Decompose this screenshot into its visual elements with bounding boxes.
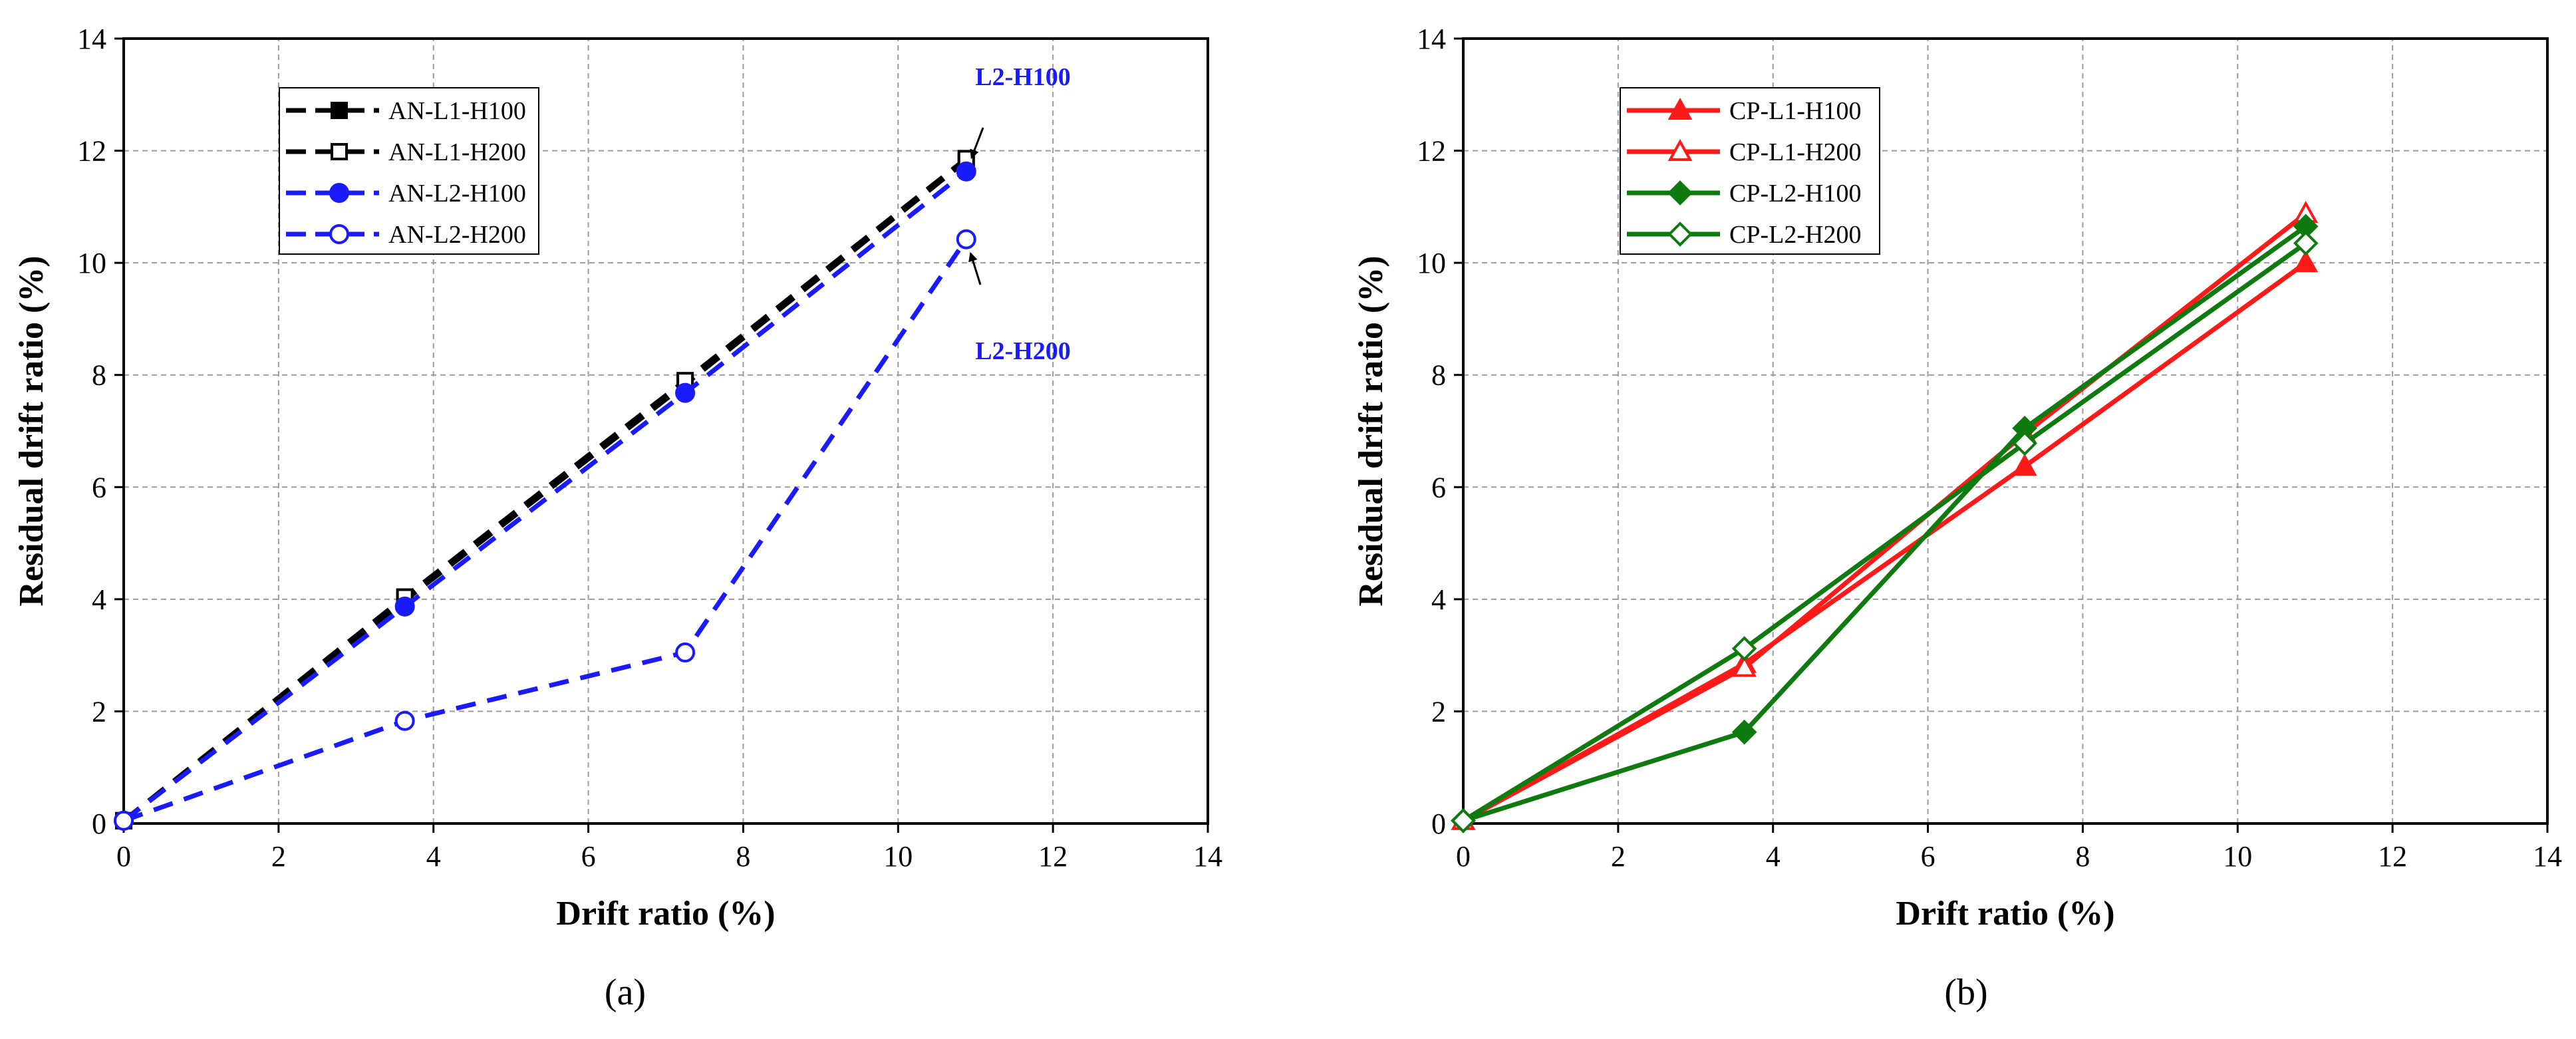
data-point	[2012, 430, 2037, 456]
legend-marker	[1667, 180, 1693, 206]
data-point	[956, 161, 976, 182]
y-tick-label: 14	[1417, 23, 1446, 55]
legend: AN-L1-H100 AN-L1-H200 AN-L2-H100 AN-L2-H200	[279, 87, 539, 255]
y-axis-label: Residual drift ratio (%)	[1352, 255, 1390, 606]
x-tick-label: 12	[2378, 840, 2407, 873]
series-AN-L2-H200	[114, 229, 976, 831]
legend-entry: AN-L2-H100	[388, 180, 526, 208]
data-point	[114, 810, 134, 831]
legend-marker	[1667, 97, 1693, 120]
x-tick-label: 8	[736, 840, 750, 873]
y-tick-label: 14	[77, 23, 106, 55]
x-tick-label: 14	[2533, 840, 2562, 873]
legend-entry: CP-L2-H200	[1729, 221, 1861, 249]
panel-label: (b)	[1944, 972, 1987, 1013]
x-tick-label: 4	[1766, 840, 1781, 873]
series-line	[1462, 212, 2307, 823]
legend-marker	[1667, 222, 1693, 247]
y-tick-label: 12	[1417, 135, 1446, 168]
series-AN-L1-H100	[115, 152, 975, 829]
x-tick-label: 0	[1456, 840, 1471, 873]
series-line	[122, 156, 968, 823]
y-tick-label: 6	[1431, 471, 1446, 504]
annotation: L2-H200	[968, 251, 1071, 365]
x-tick-label: 6	[581, 840, 596, 873]
series-line	[122, 170, 968, 823]
series-CP-L1-H100	[1451, 250, 2319, 830]
x-tick-label: 12	[1038, 840, 1068, 873]
legend-marker	[329, 183, 349, 203]
y-tick-label: 2	[92, 695, 106, 728]
legend-marker	[331, 102, 348, 119]
series-CP-L2-H200	[1451, 230, 2319, 833]
y-tick-label: 8	[1431, 359, 1446, 392]
x-tick-label: 8	[2075, 840, 2090, 873]
data-point	[1731, 719, 1757, 745]
annotation: L2-H100	[970, 63, 1071, 160]
legend-entry: AN-L2-H200	[388, 221, 526, 249]
y-tick-label: 4	[92, 583, 106, 616]
annotation-arrow	[970, 127, 984, 160]
y-tick-label: 12	[77, 135, 106, 168]
y-tick-label: 10	[77, 247, 106, 279]
data-point	[394, 710, 415, 731]
x-tick-label: 2	[271, 840, 286, 873]
y-tick-label: 6	[92, 471, 106, 504]
series-line	[1462, 224, 2307, 823]
x-tick-label: 6	[1921, 840, 1935, 873]
chart-panel-b: 0 2 4 6 8 10 12 14 0 2 4 6 8 10 12 14 Drift ratio (%) Res…	[1352, 23, 2562, 1013]
data-point	[956, 229, 976, 249]
x-tick-label: 10	[2223, 840, 2252, 873]
x-tick-label: 0	[116, 840, 131, 873]
plot-frame	[1462, 37, 2549, 825]
series-AN-L1-H200	[115, 150, 975, 829]
legend: CP-L1-H100 CP-L1-H200 CP-L2-H100 CP-L2-H200	[1620, 87, 1880, 255]
legend-box	[1620, 87, 1880, 255]
annotation-label: L2-H200	[975, 337, 1071, 365]
data-point	[2012, 453, 2037, 476]
series-CP-L1-H200	[1451, 200, 2319, 830]
x-tick-label: 14	[1193, 840, 1222, 873]
x-axis-label: Drift ratio (%)	[556, 895, 775, 933]
y-tick-label: 8	[92, 359, 106, 392]
data-point	[1451, 808, 1476, 833]
legend-entry: CP-L1-H200	[1729, 138, 1861, 166]
panel-label: (a)	[605, 972, 646, 1013]
y-tick-label: 2	[1431, 695, 1446, 728]
series-line	[1462, 261, 2307, 823]
data-point	[675, 642, 696, 663]
x-tick-label: 2	[1611, 840, 1626, 873]
y-tick-label: 4	[1431, 583, 1446, 616]
x-axis-label: Drift ratio (%)	[1896, 895, 2114, 933]
data-point	[1731, 636, 1757, 661]
x-tick-label: 10	[883, 840, 913, 873]
data-point	[2293, 250, 2319, 273]
legend-entry: AN-L1-H200	[388, 138, 526, 166]
y-tick-label: 0	[92, 808, 106, 840]
series-line	[1462, 241, 2307, 823]
legend-marker	[329, 224, 349, 244]
data-point	[2293, 230, 2319, 256]
data-point	[1732, 655, 1757, 677]
y-tick-label: 0	[1431, 808, 1446, 840]
grid	[1463, 39, 2547, 823]
plot-frame	[122, 37, 1209, 825]
series-line	[122, 237, 968, 823]
y-axis-label: Residual drift ratio (%)	[13, 255, 51, 606]
legend-marker	[331, 143, 348, 160]
data-point	[675, 382, 696, 403]
chart-panel-a: 0 2 4 6 8 10 12 14 0 2 4 6 8 10 12 14 Drift ratio (%) Res…	[13, 23, 1222, 1013]
annotation-label: L2-H100	[975, 63, 1071, 91]
legend-entry: CP-L2-H100	[1729, 180, 1861, 208]
x-tick-label: 4	[426, 840, 441, 873]
legend-marker	[1667, 138, 1693, 161]
legend-entry: CP-L1-H100	[1729, 97, 1861, 125]
y-tick-label: 10	[1417, 247, 1446, 279]
data-point	[394, 596, 415, 617]
annotation-arrow	[968, 251, 982, 285]
legend-box	[279, 87, 539, 255]
legend-entry: AN-L1-H100	[388, 97, 526, 125]
